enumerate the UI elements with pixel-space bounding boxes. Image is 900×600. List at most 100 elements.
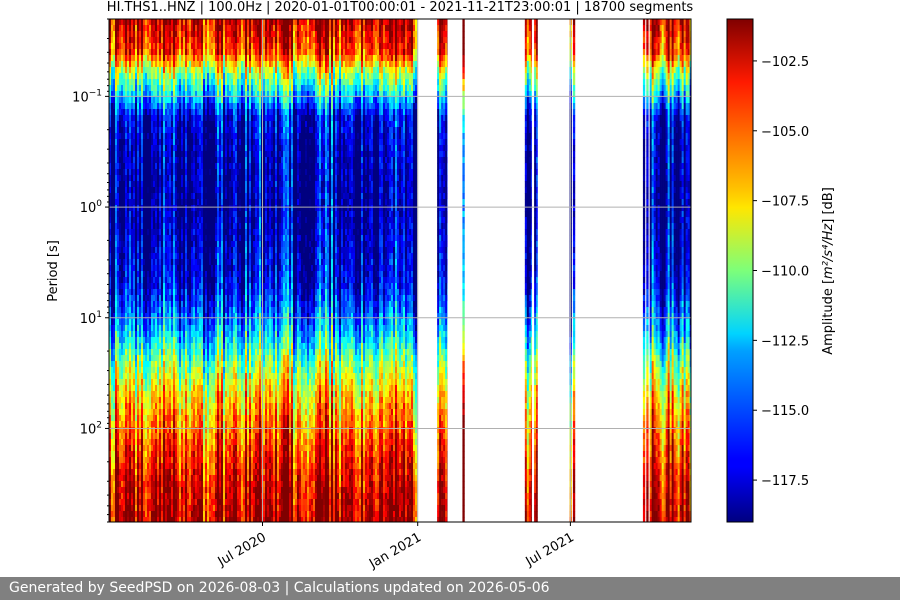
heatmap-cell	[171, 85, 174, 92]
heatmap-cell	[225, 355, 228, 362]
heatmap-cell	[153, 367, 156, 374]
heatmap-cell	[183, 253, 186, 260]
heatmap-cell	[195, 421, 198, 428]
heatmap-cell	[197, 505, 200, 512]
heatmap-cell	[165, 127, 168, 134]
heatmap-cell	[161, 391, 164, 398]
heatmap-cell	[157, 199, 160, 206]
heatmap-cell	[223, 97, 226, 104]
heatmap-cell	[201, 475, 204, 482]
heatmap-cell	[219, 511, 222, 518]
heatmap-cell	[181, 265, 184, 272]
heatmap-cell	[113, 505, 116, 512]
heatmap-cell	[153, 217, 156, 224]
heatmap-cell	[137, 469, 140, 476]
heatmap-cell	[149, 277, 152, 284]
heatmap-cell	[221, 283, 224, 290]
heatmap-cell	[155, 481, 158, 488]
heatmap-cell	[157, 349, 160, 356]
heatmap-cell	[183, 49, 186, 56]
heatmap-cell	[215, 169, 218, 176]
heatmap-cell	[109, 445, 112, 452]
heatmap-cell	[137, 79, 140, 86]
heatmap-cell	[157, 211, 160, 218]
heatmap-cell	[217, 367, 220, 374]
heatmap-cell	[109, 505, 112, 512]
heatmap-cell	[181, 343, 184, 350]
heatmap-cell	[201, 115, 204, 122]
heatmap-cell	[209, 277, 212, 284]
heatmap-cell	[153, 415, 156, 422]
heatmap-cell	[123, 139, 126, 146]
heatmap-cell	[225, 79, 228, 86]
heatmap-cell	[127, 55, 130, 62]
heatmap-cell	[157, 85, 160, 92]
heatmap-cell	[165, 55, 168, 62]
heatmap-cell	[165, 187, 168, 194]
heatmap-cell	[215, 355, 218, 362]
heatmap-cell	[187, 31, 190, 38]
heatmap-cell	[155, 37, 158, 44]
heatmap-cell	[111, 85, 114, 92]
heatmap-cell	[131, 235, 134, 242]
heatmap-cell	[221, 517, 224, 523]
heatmap-cell	[225, 85, 228, 92]
heatmap-cell	[189, 331, 192, 338]
heatmap-cell	[111, 25, 114, 32]
heatmap-cell	[219, 217, 222, 224]
heatmap-cell	[149, 487, 152, 494]
heatmap-cell	[109, 439, 112, 446]
heatmap-cell	[161, 73, 164, 80]
heatmap-cell	[171, 25, 174, 32]
heatmap-cell	[203, 193, 206, 200]
heatmap-cell	[141, 55, 144, 62]
heatmap-cell	[195, 79, 198, 86]
heatmap-cell	[209, 451, 212, 458]
heatmap-cell	[147, 367, 150, 374]
heatmap-cell	[215, 253, 218, 260]
heatmap-cell	[135, 247, 138, 254]
heatmap-cell	[217, 379, 220, 386]
heatmap-cell	[203, 181, 206, 188]
heatmap-cell	[113, 37, 116, 44]
heatmap-cell	[223, 73, 226, 80]
heatmap-cell	[145, 175, 148, 182]
heatmap-cell	[203, 337, 206, 344]
heatmap-cell	[177, 151, 180, 158]
heatmap-cell	[211, 49, 214, 56]
heatmap-cell	[115, 139, 118, 146]
heatmap-cell	[187, 265, 190, 272]
heatmap-cell	[121, 487, 124, 494]
heatmap-cell	[115, 319, 118, 326]
heatmap-cell	[197, 469, 200, 476]
heatmap-cell	[175, 49, 178, 56]
heatmap-cell	[113, 193, 116, 200]
heatmap-cell	[133, 367, 136, 374]
heatmap-cell	[185, 307, 188, 314]
heatmap-cell	[169, 481, 172, 488]
heatmap-cell	[119, 277, 122, 284]
heatmap-cell	[169, 61, 172, 68]
heatmap-cell	[145, 397, 148, 404]
heatmap-cell	[153, 391, 156, 398]
heatmap-cell	[145, 157, 148, 164]
heatmap-cell	[143, 229, 146, 236]
heatmap-cell	[117, 289, 120, 296]
heatmap-cell	[163, 151, 166, 158]
heatmap-cell	[197, 181, 200, 188]
heatmap-cell	[175, 511, 178, 518]
heatmap-cell	[193, 469, 196, 476]
heatmap-cell	[145, 451, 148, 458]
heatmap-cell	[205, 265, 208, 272]
heatmap-cell	[121, 31, 124, 38]
heatmap-cell	[193, 247, 196, 254]
heatmap-cell	[189, 43, 192, 50]
heatmap-cell	[167, 355, 170, 362]
heatmap-cell	[215, 223, 218, 230]
heatmap-cell	[129, 439, 132, 446]
heatmap-cell	[217, 235, 220, 242]
heatmap-cell	[159, 313, 162, 320]
heatmap-cell	[201, 133, 204, 140]
heatmap-cell	[167, 97, 170, 104]
heatmap-cell	[137, 241, 140, 248]
